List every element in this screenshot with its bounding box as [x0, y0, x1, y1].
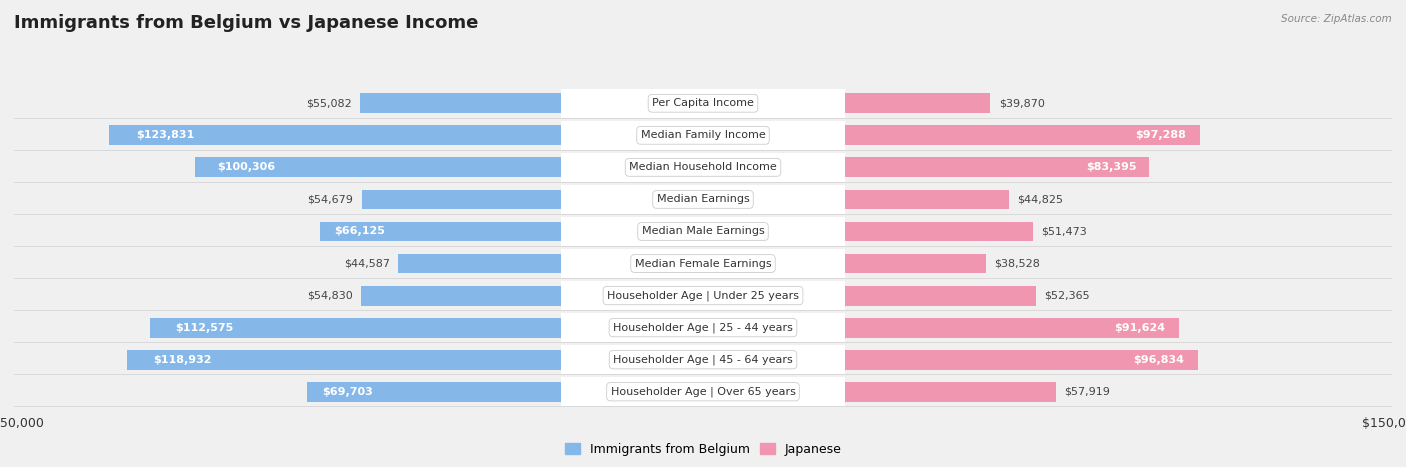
Bar — [845, 382, 1056, 402]
Text: Median Family Income: Median Family Income — [641, 130, 765, 141]
Bar — [845, 350, 1198, 369]
Bar — [845, 221, 1033, 241]
Text: $52,365: $52,365 — [1045, 290, 1090, 301]
Text: Median Earnings: Median Earnings — [657, 194, 749, 205]
Text: $54,830: $54,830 — [307, 290, 353, 301]
Text: Median Household Income: Median Household Income — [628, 163, 778, 172]
Text: $123,831: $123,831 — [136, 130, 195, 141]
FancyBboxPatch shape — [561, 313, 845, 342]
Text: $38,528: $38,528 — [994, 259, 1039, 269]
Bar — [845, 318, 1180, 338]
Text: Immigrants from Belgium vs Japanese Income: Immigrants from Belgium vs Japanese Inco… — [14, 14, 478, 32]
Text: $91,624: $91,624 — [1115, 323, 1166, 333]
FancyBboxPatch shape — [561, 377, 845, 406]
Text: Householder Age | Under 25 years: Householder Age | Under 25 years — [607, 290, 799, 301]
Text: $44,587: $44,587 — [344, 259, 389, 269]
Bar — [361, 190, 561, 209]
Text: Median Female Earnings: Median Female Earnings — [634, 259, 772, 269]
Text: $97,288: $97,288 — [1135, 130, 1185, 141]
FancyBboxPatch shape — [561, 217, 845, 246]
Text: Per Capita Income: Per Capita Income — [652, 98, 754, 108]
FancyBboxPatch shape — [561, 281, 845, 311]
Text: $39,870: $39,870 — [998, 98, 1045, 108]
Text: $66,125: $66,125 — [335, 226, 385, 236]
FancyBboxPatch shape — [561, 89, 845, 118]
Bar — [360, 93, 561, 113]
Text: $55,082: $55,082 — [307, 98, 352, 108]
FancyBboxPatch shape — [561, 345, 845, 375]
Bar — [307, 382, 561, 402]
Legend: Immigrants from Belgium, Japanese: Immigrants from Belgium, Japanese — [560, 438, 846, 461]
Bar — [845, 190, 1008, 209]
Bar — [845, 254, 986, 274]
Bar — [150, 318, 561, 338]
Bar — [398, 254, 561, 274]
Text: $44,825: $44,825 — [1017, 194, 1063, 205]
Bar — [128, 350, 561, 369]
Bar — [110, 126, 561, 145]
Text: Source: ZipAtlas.com: Source: ZipAtlas.com — [1281, 14, 1392, 24]
Text: Householder Age | Over 65 years: Householder Age | Over 65 years — [610, 387, 796, 397]
Bar — [319, 221, 561, 241]
Bar — [361, 286, 561, 305]
Text: $100,306: $100,306 — [217, 163, 276, 172]
Text: $54,679: $54,679 — [308, 194, 353, 205]
FancyBboxPatch shape — [561, 249, 845, 278]
Bar — [845, 286, 1036, 305]
Text: $118,932: $118,932 — [153, 354, 212, 365]
Text: $69,703: $69,703 — [322, 387, 373, 397]
Bar — [195, 157, 561, 177]
Text: $96,834: $96,834 — [1133, 354, 1184, 365]
Text: $83,395: $83,395 — [1087, 163, 1137, 172]
FancyBboxPatch shape — [561, 184, 845, 214]
Bar — [845, 126, 1199, 145]
Text: Median Male Earnings: Median Male Earnings — [641, 226, 765, 236]
Text: $57,919: $57,919 — [1064, 387, 1111, 397]
Bar — [845, 93, 990, 113]
Bar — [845, 157, 1149, 177]
Text: $112,575: $112,575 — [176, 323, 233, 333]
FancyBboxPatch shape — [561, 153, 845, 182]
Text: Householder Age | 25 - 44 years: Householder Age | 25 - 44 years — [613, 322, 793, 333]
Text: $51,473: $51,473 — [1040, 226, 1087, 236]
FancyBboxPatch shape — [561, 120, 845, 150]
Text: Householder Age | 45 - 64 years: Householder Age | 45 - 64 years — [613, 354, 793, 365]
